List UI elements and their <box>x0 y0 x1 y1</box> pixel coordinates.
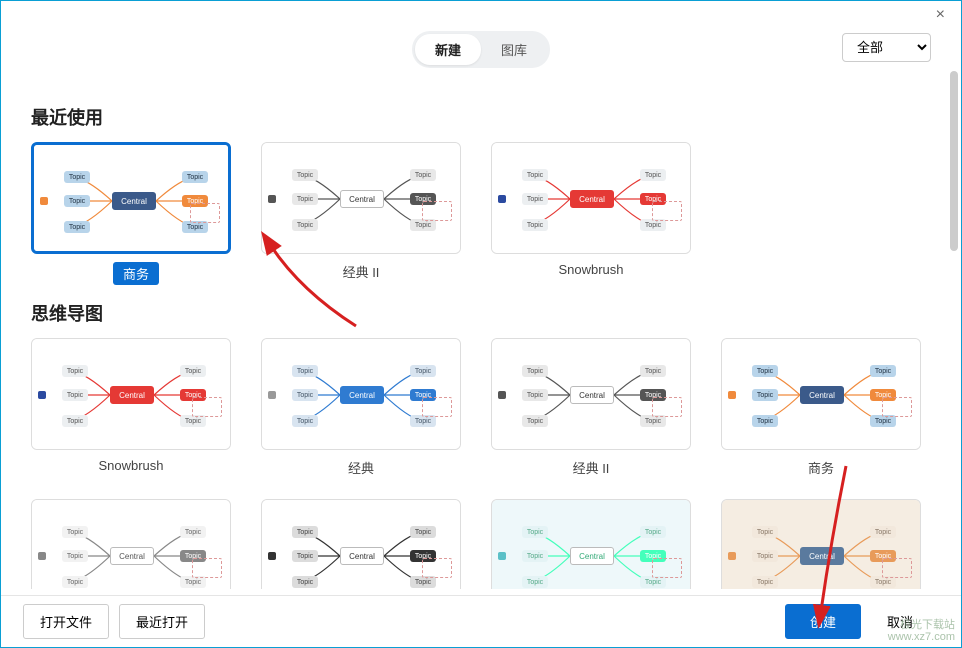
template-thumb[interactable]: Central Topic Topic Topic Topic Topic To… <box>721 499 921 589</box>
template-thumb[interactable]: Central Topic Topic Topic Topic Topic To… <box>31 499 231 589</box>
tab-new[interactable]: 新建 <box>415 34 481 65</box>
template-thumb[interactable]: Central Topic Topic Topic Topic Topic To… <box>491 499 691 589</box>
template-card: Central Topic Topic Topic Topic Topic To… <box>31 142 231 285</box>
cancel-button[interactable]: 取消 <box>871 605 929 638</box>
template-card: Central Topic Topic Topic Topic Topic To… <box>721 499 921 589</box>
template-label: 经典 II <box>261 262 461 281</box>
template-thumb[interactable]: Central Topic Topic Topic Topic Topic To… <box>261 338 461 450</box>
template-label: 经典 <box>261 458 461 477</box>
template-card: Central Topic Topic Topic Topic Topic To… <box>261 338 461 477</box>
template-label: 商务 <box>721 458 921 477</box>
template-card: Central Topic Topic Topic Topic Topic To… <box>491 142 691 285</box>
create-button[interactable]: 创建 <box>785 604 861 639</box>
close-icon[interactable]: × <box>928 6 953 24</box>
header: 新建 图库 全部 <box>1 29 961 69</box>
template-thumb[interactable]: Central Topic Topic Topic Topic Topic To… <box>31 338 231 450</box>
section-mindmap-title: 思维导图 <box>31 300 931 326</box>
template-thumb[interactable]: Central Topic Topic Topic Topic Topic To… <box>261 142 461 254</box>
template-label: 商务 <box>113 262 159 285</box>
template-card: Central Topic Topic Topic Topic Topic To… <box>491 499 691 589</box>
content-area: 最近使用 Central Topic Topic Topic Topic Top… <box>1 69 961 589</box>
tabs: 新建 图库 <box>412 31 550 68</box>
template-card: Central Topic Topic Topic Topic Topic To… <box>721 338 921 477</box>
template-card: Central Topic Topic Topic Topic Topic To… <box>491 338 691 477</box>
template-card: Central Topic Topic Topic Topic Topic To… <box>31 338 231 477</box>
template-thumb[interactable]: Central Topic Topic Topic Topic Topic To… <box>491 338 691 450</box>
filter: 全部 <box>842 33 931 62</box>
footer: 打开文件 最近打开 创建 取消 <box>1 595 961 647</box>
recent-grid: Central Topic Topic Topic Topic Topic To… <box>31 142 931 285</box>
template-label: Snowbrush <box>491 262 691 277</box>
template-card: Central Topic Topic Topic Topic Topic To… <box>261 142 461 285</box>
template-thumb[interactable]: Central Topic Topic Topic Topic Topic To… <box>721 338 921 450</box>
filter-select[interactable]: 全部 <box>842 33 931 62</box>
template-card: Central Topic Topic Topic Topic Topic To… <box>261 499 461 589</box>
mindmap-grid: Central Topic Topic Topic Topic Topic To… <box>31 338 931 589</box>
template-thumb[interactable]: Central Topic Topic Topic Topic Topic To… <box>31 142 231 254</box>
template-thumb[interactable]: Central Topic Topic Topic Topic Topic To… <box>491 142 691 254</box>
section-recent-title: 最近使用 <box>31 104 931 130</box>
recent-open-button[interactable]: 最近打开 <box>119 604 205 639</box>
template-card: Central Topic Topic Topic Topic Topic To… <box>31 499 231 589</box>
open-file-button[interactable]: 打开文件 <box>23 604 109 639</box>
template-label: 经典 II <box>491 458 691 477</box>
template-label: Snowbrush <box>31 458 231 473</box>
scrollbar[interactable] <box>950 71 958 571</box>
tab-gallery[interactable]: 图库 <box>481 34 547 65</box>
template-thumb[interactable]: Central Topic Topic Topic Topic Topic To… <box>261 499 461 589</box>
